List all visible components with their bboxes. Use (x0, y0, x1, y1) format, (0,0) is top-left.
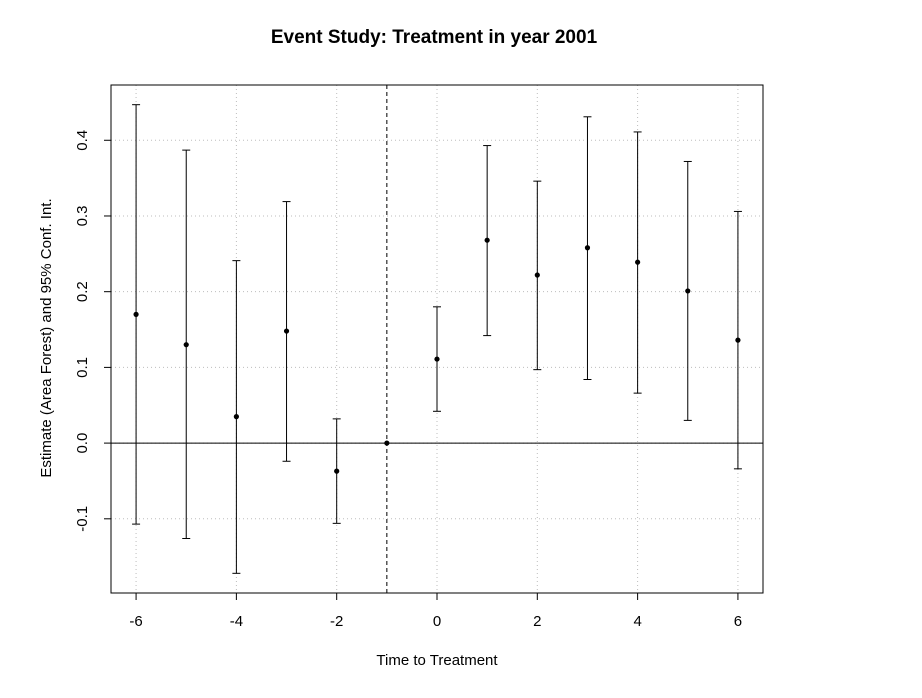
x-axis-label: Time to Treatment (376, 652, 498, 669)
estimate-point (384, 440, 390, 446)
y-tick-label: 0.1 (74, 357, 91, 378)
estimate-point (584, 245, 591, 251)
estimate-points (133, 237, 741, 474)
estimate-point (283, 328, 290, 334)
y-tick-label: 0.2 (74, 281, 91, 302)
x-tick-label: 6 (734, 613, 742, 630)
estimate-point (635, 259, 641, 265)
x-axis: -6 -4 -2 0 2 4 6 (129, 592, 742, 630)
estimate-point (534, 272, 540, 278)
estimate-point (735, 337, 741, 343)
y-tick-label: 0.0 (74, 433, 91, 454)
estimate-point (334, 468, 340, 474)
y-tick-label: -0.1 (74, 506, 91, 532)
x-tick-label: 0 (433, 613, 441, 630)
chart-title: Event Study: Treatment in year 2001 (271, 27, 598, 48)
estimate-point (183, 342, 189, 348)
y-axis: -0.1 0.0 0.1 0.2 0.3 0.4 (74, 130, 112, 532)
x-tick-label: 2 (533, 613, 541, 630)
estimate-point (685, 288, 691, 294)
x-tick-label: 4 (633, 613, 641, 630)
estimate-point (484, 237, 490, 243)
x-tick-label: -4 (230, 613, 243, 630)
estimate-point (133, 311, 139, 317)
x-tick-label: -6 (129, 613, 142, 630)
y-tick-label: 0.4 (74, 130, 91, 151)
error-bars (132, 104, 742, 574)
y-axis-label: Estimate (Area Forest) and 95% Conf. Int… (38, 198, 55, 477)
reference-lines (111, 85, 763, 593)
y-tick-label: 0.3 (74, 206, 91, 227)
estimate-point (233, 414, 239, 420)
estimate-point (434, 356, 440, 362)
x-tick-label: -2 (330, 613, 343, 630)
